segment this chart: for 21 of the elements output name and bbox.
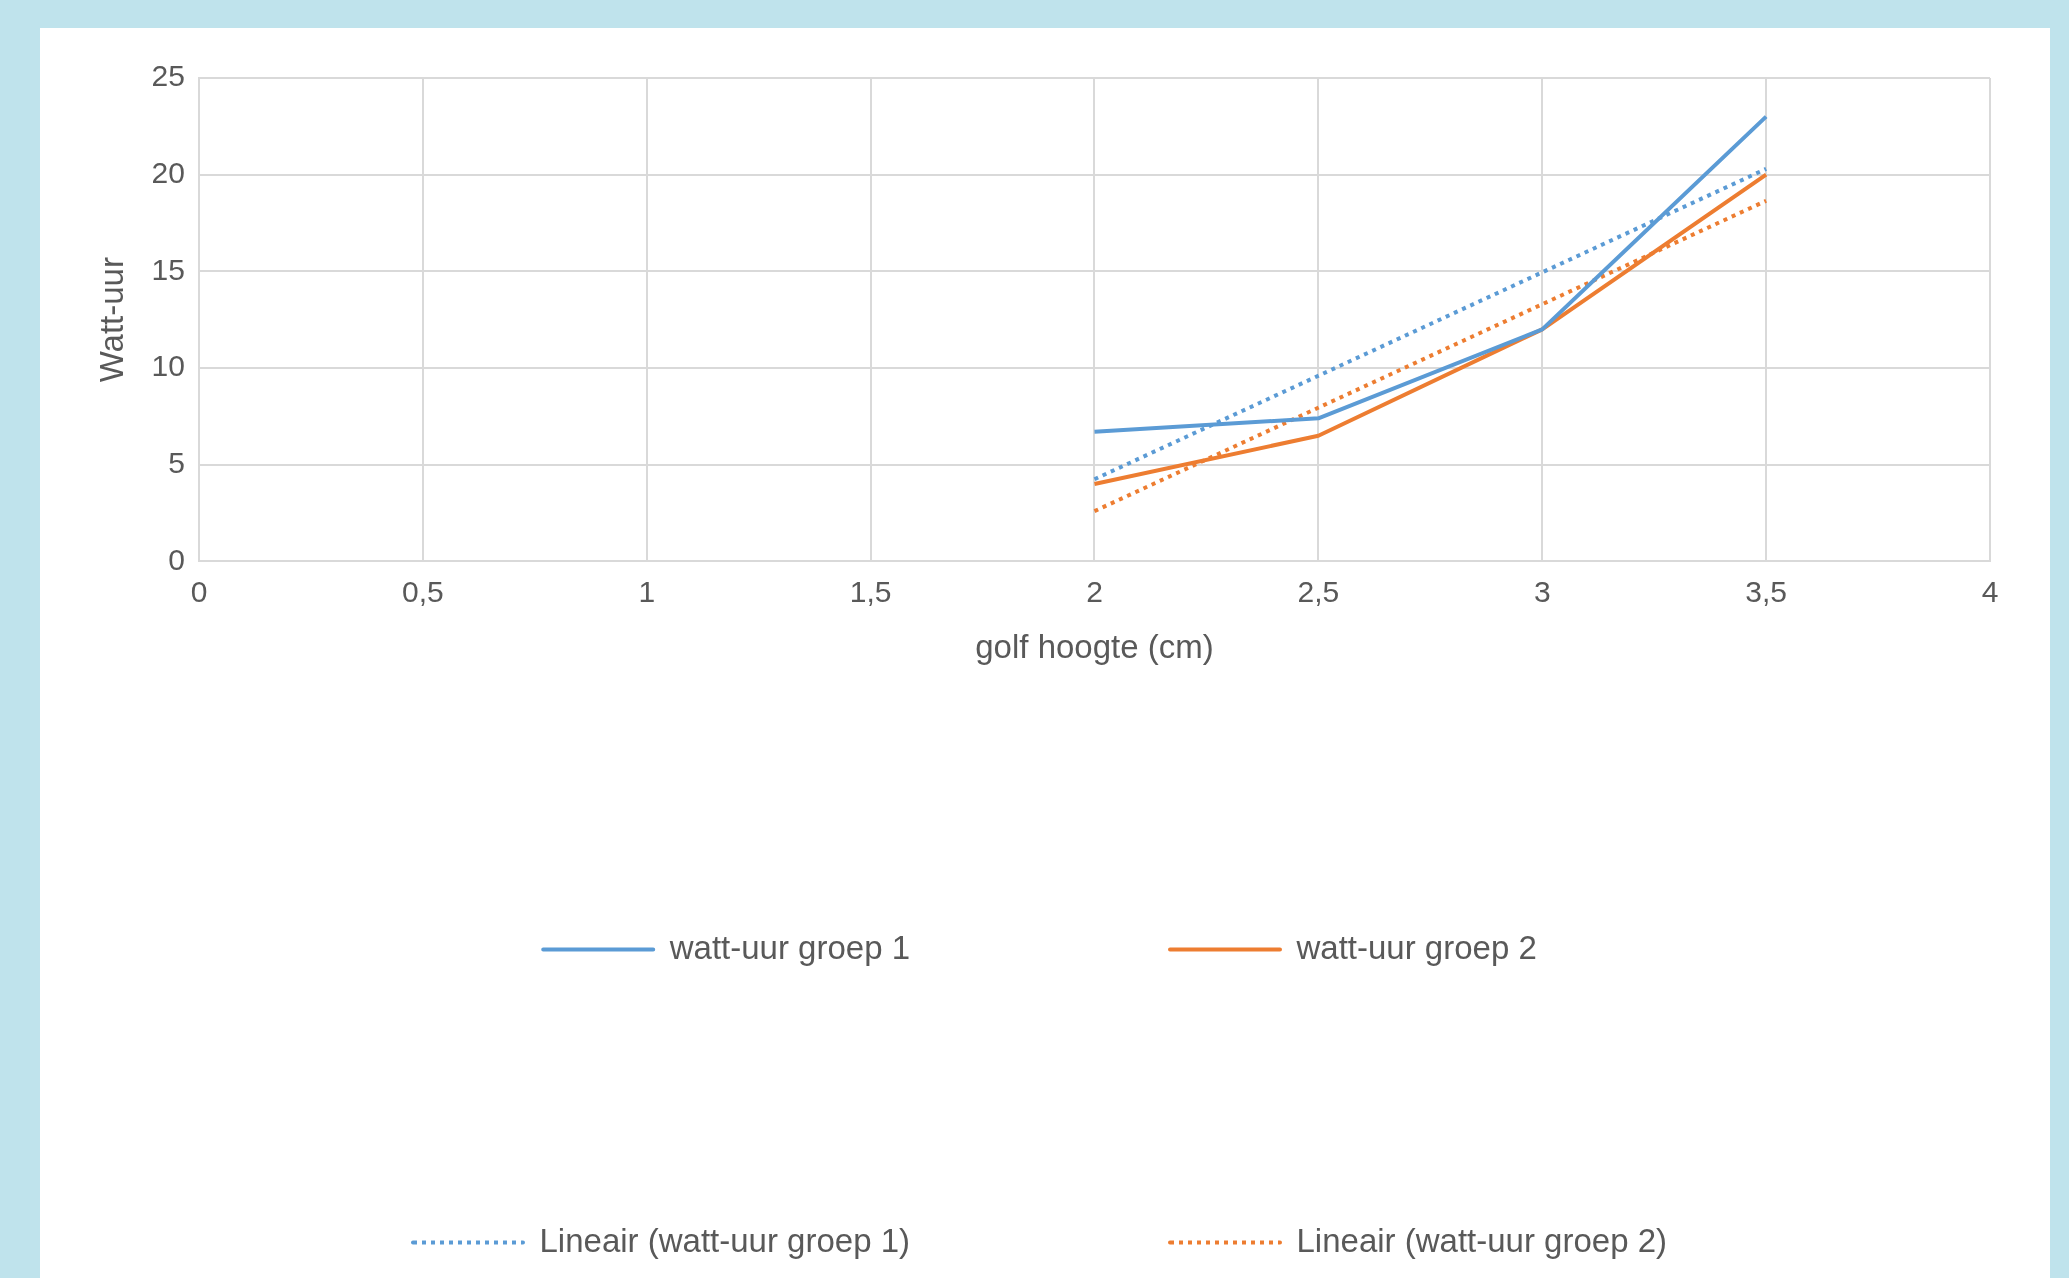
legend-label: watt-uur groep 1 (668, 928, 911, 966)
x-tick-label: 1 (638, 574, 656, 608)
x-tick-label: 1,5 (849, 574, 892, 608)
y-tick-label: 0 (168, 542, 185, 576)
y-tick-label: 10 (151, 349, 185, 383)
x-tick-label: 2 (1086, 574, 1103, 608)
legend-label: Lineair (watt-uur groep 2) (1296, 1221, 1668, 1259)
x-axis-title: golf hoogte (cm) (975, 628, 1214, 666)
legend-label: Lineair (watt-uur groep 1) (539, 1221, 911, 1259)
y-tick-label: 5 (168, 445, 185, 479)
y-tick-label: 20 (151, 155, 185, 189)
x-tick-label: 2,5 (1297, 574, 1340, 608)
y-axis-title: Watt-uur (92, 257, 130, 383)
y-tick-label: 15 (151, 252, 185, 286)
x-tick-label: 3 (1533, 574, 1551, 608)
x-tick-label: 0,5 (401, 574, 444, 608)
legend-label: watt-uur groep 2 (1295, 928, 1537, 966)
x-tick-label: 3,5 (1745, 574, 1787, 608)
x-tick-label: 0 (190, 574, 208, 608)
y-tick-label: 25 (151, 59, 185, 93)
x-tick-label: 4 (1981, 574, 1999, 608)
